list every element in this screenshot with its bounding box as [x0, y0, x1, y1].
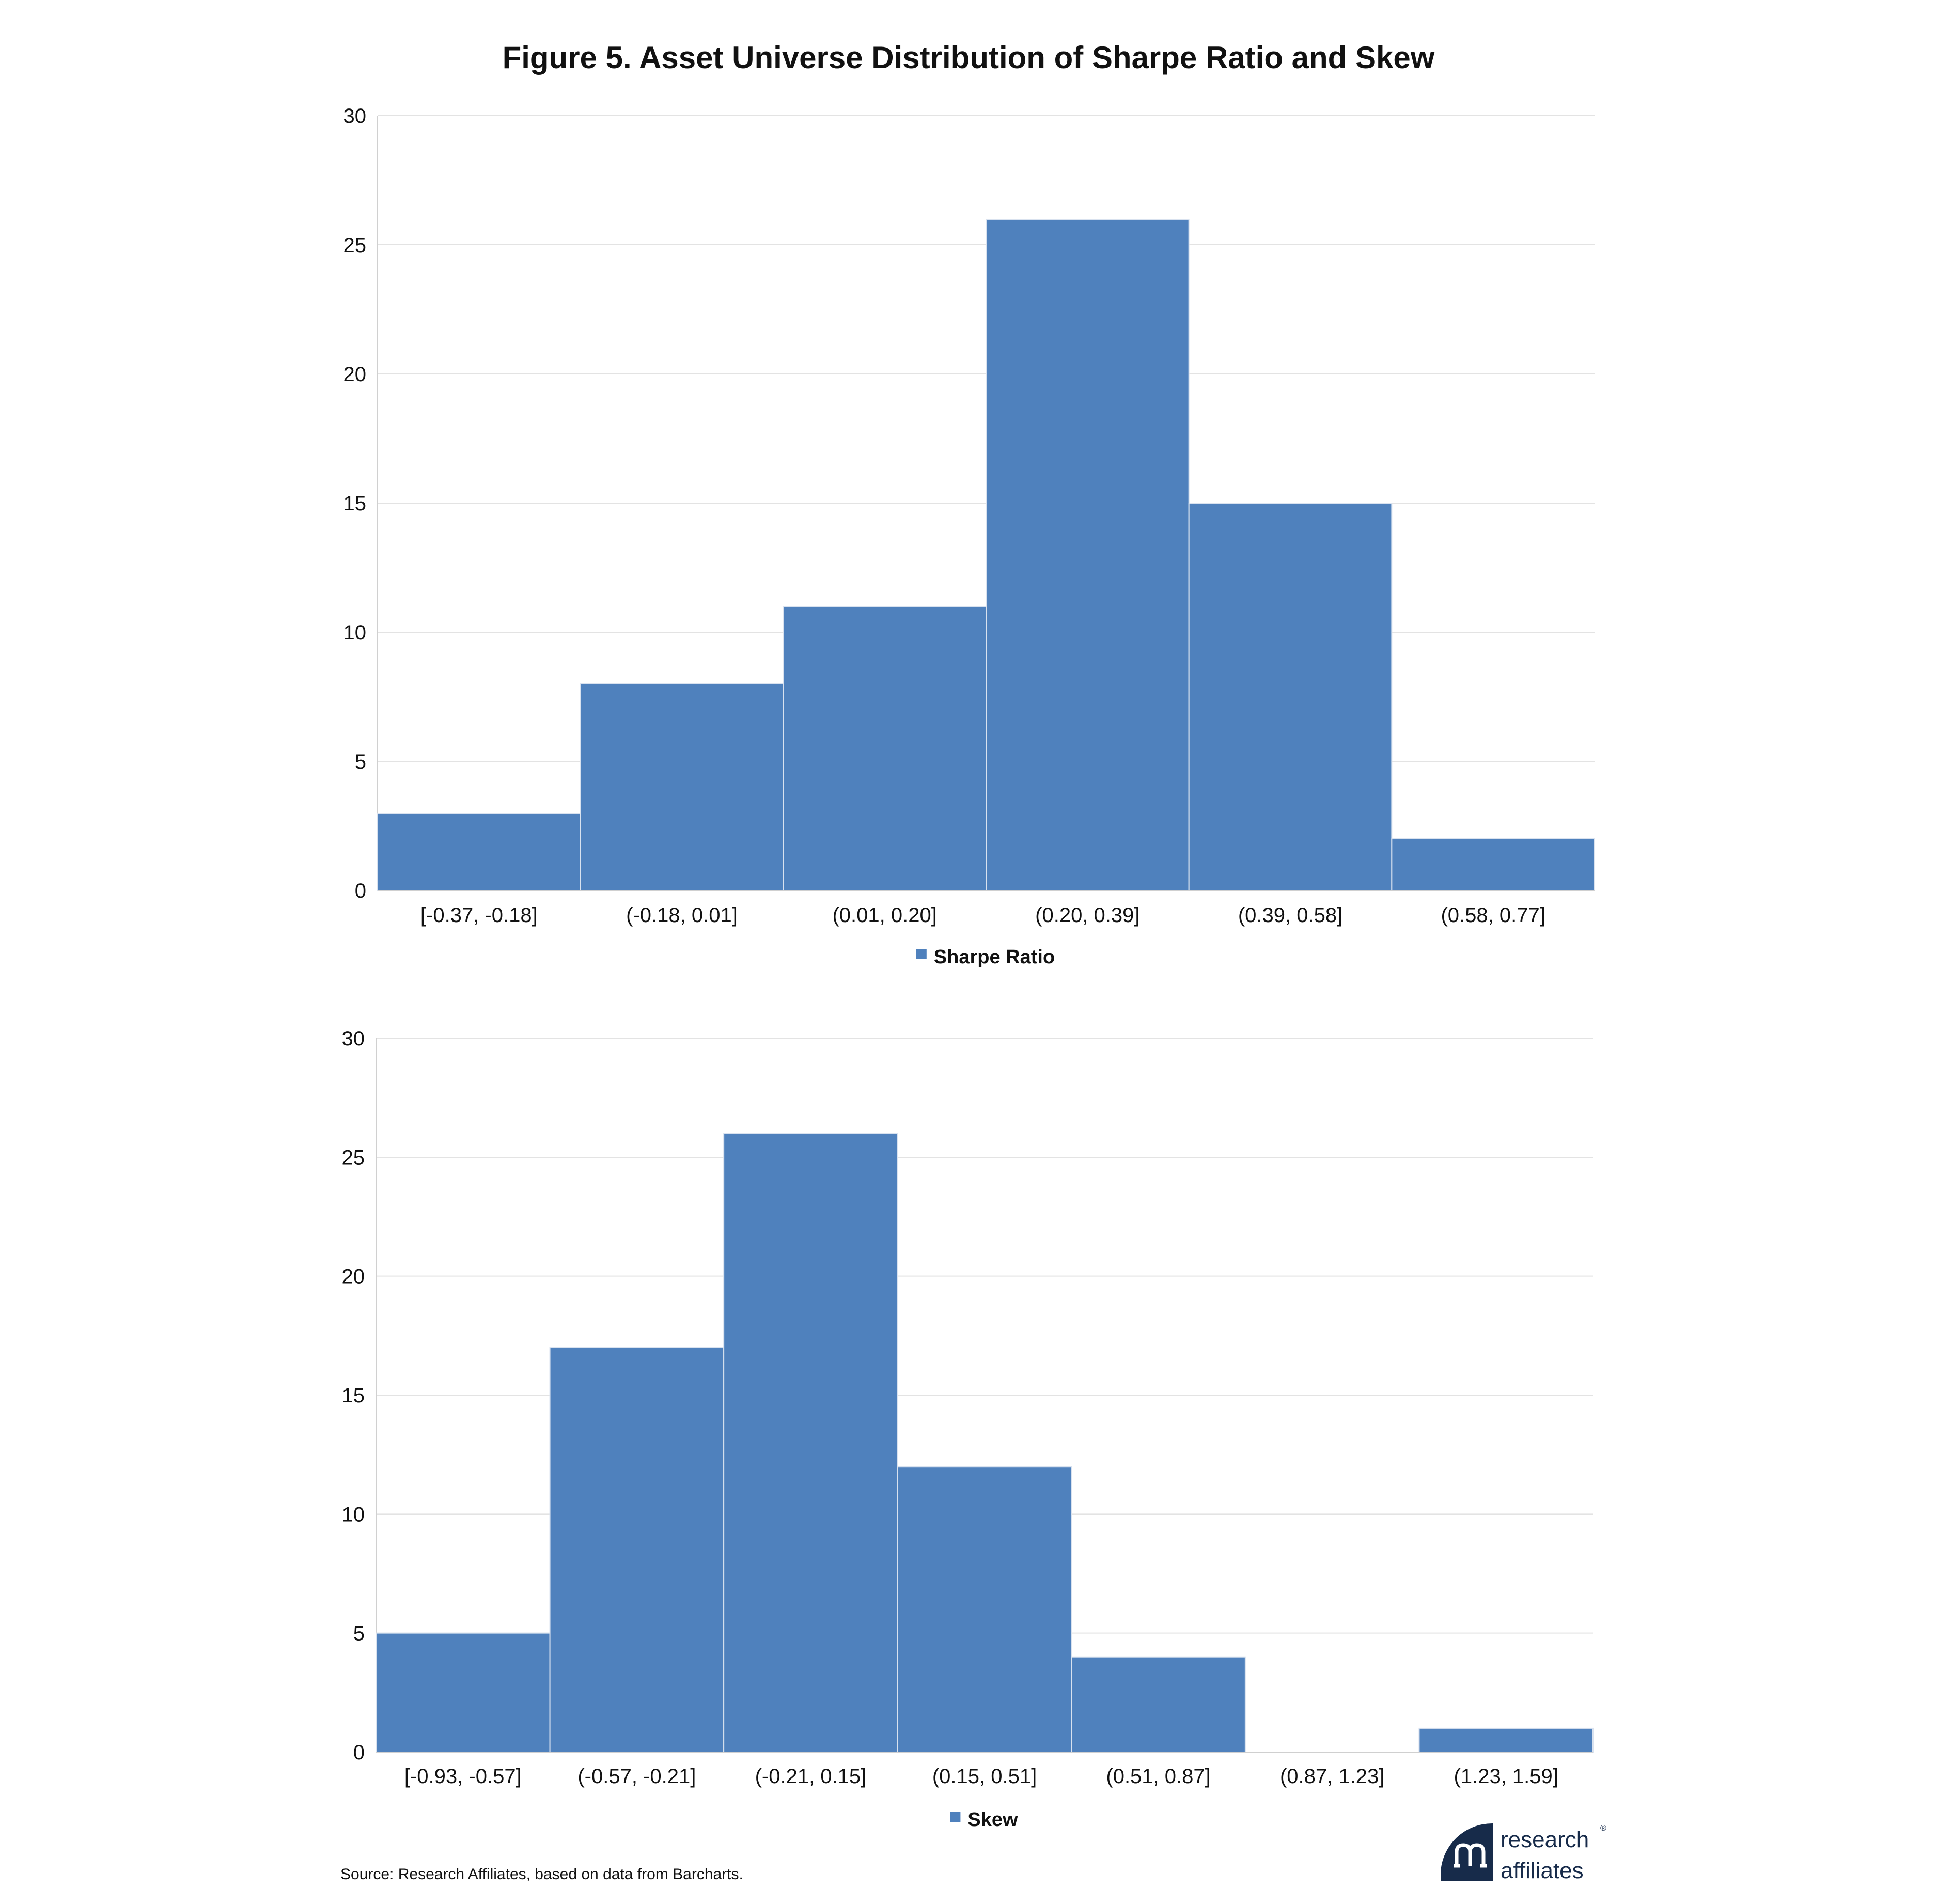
x-tick-label: (0.20, 0.39] [1035, 904, 1139, 927]
x-tick-label: (0.51, 0.87] [1106, 1765, 1210, 1788]
y-tick-label: 20 [342, 1266, 365, 1288]
x-tick-label: (0.39, 0.58] [1238, 904, 1342, 927]
skew-chart: 0 5 10 15 20 25 30 [-0.93, -0.57] (-0.57, -0.21]… [342, 1027, 1594, 1831]
sharpe-ratio-chart: 0 5 10 15 20 25 30 [-0.37, -0.18] (-0.18, 0.01] (… [343, 105, 1595, 968]
legend-label: Skew [967, 1809, 1018, 1831]
histogram-bar [580, 683, 784, 891]
x-tick-label: (0.58, 0.77] [1441, 904, 1545, 927]
y-tick-label: 5 [353, 1622, 365, 1645]
x-tick-label: (-0.18, 0.01] [626, 904, 738, 927]
logo-mark-icon [1441, 1823, 1493, 1881]
legend-swatch [950, 1812, 961, 1822]
histogram-bar [376, 1632, 551, 1753]
y-tick-label: 15 [342, 1384, 365, 1407]
x-tick-label: (-0.21, 0.15] [755, 1765, 867, 1788]
y-tick-label: 30 [343, 105, 367, 128]
histogram-bar [1418, 1727, 1594, 1753]
histogram-bar [549, 1347, 725, 1753]
legend: Skew [950, 1809, 1018, 1831]
histogram-bar [1071, 1656, 1246, 1753]
histogram-bar [1391, 838, 1595, 891]
logo-line1: research [1501, 1827, 1589, 1852]
x-tick-label: (1.23, 1.59] [1454, 1765, 1558, 1788]
logo-registered: ® [1600, 1824, 1606, 1833]
histogram-bar [1188, 503, 1393, 891]
research-affiliates-logo: research affiliates ® [1441, 1823, 1606, 1883]
logo-line2: affiliates [1501, 1858, 1584, 1883]
histogram-bar [897, 1466, 1072, 1753]
y-tick-label: 0 [353, 1741, 365, 1764]
y-tick-label: 20 [343, 363, 367, 386]
figure-title: Figure 5. Asset Universe Distribution of… [503, 40, 1435, 75]
x-tick-label: (0.01, 0.20] [832, 904, 936, 927]
histogram-bar [986, 219, 1190, 891]
legend-swatch [916, 949, 927, 959]
y-tick-label: 0 [355, 880, 366, 902]
x-tick-label: (0.87, 1.23] [1280, 1765, 1384, 1788]
logo-monogram-icon [1454, 1843, 1487, 1868]
y-tick-label: 10 [342, 1503, 365, 1526]
x-tick-label: [-0.37, -0.18] [420, 904, 538, 927]
y-tick-label: 30 [342, 1027, 365, 1050]
x-tick-label: (-0.57, -0.21] [577, 1765, 696, 1788]
histogram-bar [783, 606, 987, 891]
source-note: Source: Research Affiliates, based on da… [340, 1866, 743, 1883]
y-tick-label: 25 [343, 234, 367, 257]
histogram-bar [723, 1133, 898, 1753]
y-tick-label: 25 [342, 1146, 365, 1169]
y-tick-label: 5 [355, 751, 366, 773]
x-tick-label: (0.15, 0.51] [932, 1765, 1037, 1788]
histogram-bar [377, 813, 581, 891]
legend-label: Sharpe Ratio [934, 946, 1055, 968]
y-tick-label: 15 [343, 492, 367, 515]
x-tick-label: [-0.93, -0.57] [404, 1765, 522, 1788]
legend: Sharpe Ratio [916, 946, 1055, 968]
y-tick-label: 10 [343, 621, 367, 644]
